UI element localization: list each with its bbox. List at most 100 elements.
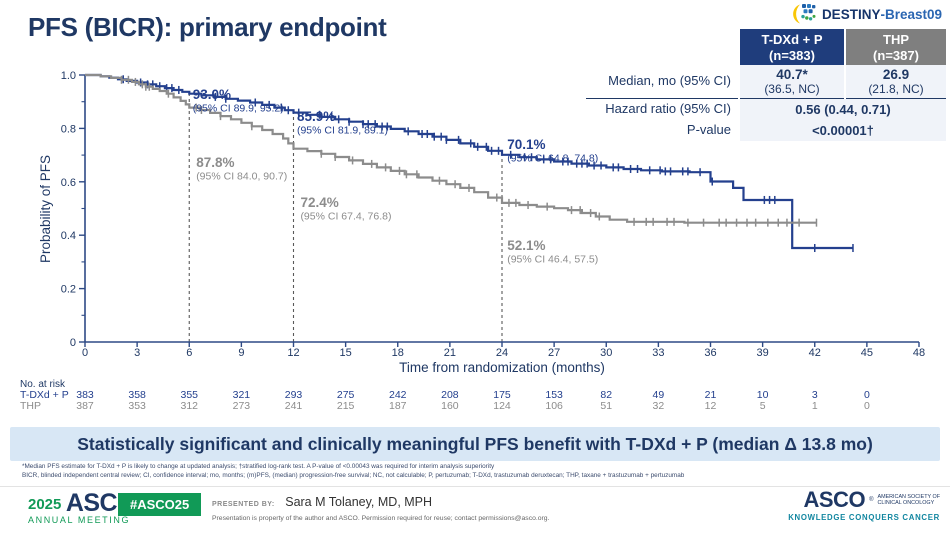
x-tick-label: 30 — [600, 347, 612, 359]
footnote-line-1: *Median PFS estimate for T-DXd + P is li… — [22, 463, 495, 470]
at-risk-value: 1 — [812, 400, 818, 412]
at-risk-value: 10 — [757, 389, 769, 401]
at-risk-value: 124 — [493, 400, 511, 412]
permission-text: Presentation is property of the author a… — [212, 515, 550, 522]
landmark-pct-label: 87.8% — [196, 155, 234, 170]
asco25-hashtag-badge: #ASCO25 — [118, 493, 202, 516]
median-row-label: Median, mo (95% CI) — [586, 65, 738, 99]
presenter-name: Sara M Tolaney, MD, MPH — [285, 495, 433, 509]
x-tick-label: 27 — [548, 347, 560, 359]
asco-tagline: KNOWLEDGE CONQUERS CANCER — [788, 513, 940, 522]
x-tick-label: 0 — [82, 347, 88, 359]
footnotes: *Median PFS estimate for T-DXd + P is li… — [22, 463, 940, 481]
median-value-thp: 26.9 (21.8, NC) — [846, 65, 946, 99]
landmark-ci-label: (95% CI 46.4, 57.5) — [507, 253, 598, 265]
x-tick-label: 21 — [444, 347, 456, 359]
presented-by-label: PRESENTED BY: — [212, 501, 275, 508]
at-risk-value: 12 — [705, 400, 717, 412]
results-table: T-DXd + P (n=383) THP (n=387) Median, mo… — [586, 29, 946, 141]
landmark-ci-label: (95% CI 89.9, 95.2) — [193, 103, 284, 115]
y-tick-label: 0 — [70, 337, 76, 349]
at-risk-value: 312 — [180, 400, 198, 412]
x-tick-label: 12 — [287, 347, 299, 359]
median-value-tdxd: 40.7* (36.5, NC) — [740, 65, 844, 99]
p-value: <0.00001† — [740, 119, 946, 141]
y-tick-label: 1.0 — [61, 70, 76, 82]
x-tick-label: 48 — [913, 347, 925, 359]
at-risk-value: 51 — [600, 400, 612, 412]
x-tick-label: 24 — [496, 347, 508, 359]
table-header-thp: THP (n=387) — [846, 29, 946, 66]
page-title: PFS (BICR): primary endpoint — [28, 12, 387, 42]
at-risk-value: 215 — [337, 400, 355, 412]
landmark-ci-label: (95% CI 67.4, 76.8) — [300, 211, 391, 223]
at-risk-value: 0 — [864, 400, 870, 412]
conclusion-banner: Statistically significant and clinically… — [10, 427, 940, 461]
at-risk-row-label: THP — [20, 400, 41, 412]
at-risk-row-label: T-DXd + P — [20, 389, 69, 401]
at-risk-value: 160 — [441, 400, 459, 412]
footnote-line-2: BICR, blinded independent central review… — [22, 471, 685, 479]
presented-by-block: PRESENTED BY: Sara M Tolaney, MD, MPH Pr… — [212, 493, 549, 522]
x-tick-label: 6 — [186, 347, 192, 359]
at-risk-value: 383 — [76, 389, 94, 401]
at-risk-value: 3 — [812, 389, 818, 401]
landmark-pct-label: 85.9% — [297, 109, 335, 124]
at-risk-value: 175 — [493, 389, 511, 401]
at-risk-value: 32 — [653, 400, 665, 412]
at-risk-value: 106 — [545, 400, 563, 412]
at-risk-value: 153 — [545, 389, 563, 401]
at-risk-value: 5 — [760, 400, 766, 412]
landmark-ci-label: (95% CI 64.8, 74.8) — [507, 152, 598, 164]
at-risk-value: 49 — [653, 389, 665, 401]
landmark-pct-label: 72.4% — [300, 195, 338, 210]
x-tick-label: 15 — [340, 347, 352, 359]
at-risk-label: No. at risk — [20, 379, 66, 390]
x-axis-title: Time from randomization (months) — [399, 360, 605, 375]
at-risk-value: 293 — [285, 389, 303, 401]
at-risk-value: 21 — [705, 389, 717, 401]
at-risk-value: 208 — [441, 389, 459, 401]
destiny-logo-icon — [793, 4, 816, 24]
y-tick-label: 0.2 — [61, 284, 76, 296]
x-tick-label: 42 — [809, 347, 821, 359]
at-risk-value: 355 — [180, 389, 198, 401]
at-risk-value: 241 — [285, 400, 303, 412]
x-tick-label: 36 — [704, 347, 716, 359]
y-axis-title: Probability of PFS — [38, 155, 53, 263]
hr-value: 0.56 (0.44, 0.71) — [740, 98, 946, 120]
table-header-tdxd: T-DXd + P (n=383) — [740, 29, 844, 66]
at-risk-value: 187 — [389, 400, 407, 412]
x-tick-label: 3 — [134, 347, 140, 359]
at-risk-value: 387 — [76, 400, 94, 412]
conclusion-text: Statistically significant and clinically… — [77, 433, 873, 454]
x-tick-label: 33 — [652, 347, 664, 359]
at-risk-value: 82 — [600, 389, 612, 401]
hr-row-label: Hazard ratio (95% CI) — [605, 100, 731, 116]
at-risk-value: 358 — [128, 389, 146, 401]
x-tick-label: 9 — [238, 347, 244, 359]
footer-divider — [0, 486, 950, 487]
x-tick-label: 39 — [757, 347, 769, 359]
x-tick-label: 18 — [392, 347, 404, 359]
landmark-pct-label: 70.1% — [507, 137, 545, 152]
y-tick-label: 0.6 — [61, 177, 76, 189]
km-curve-thp — [85, 73, 817, 224]
at-risk-value: 321 — [233, 389, 251, 401]
landmark-ci-label: (95% CI 81.9, 89.1) — [297, 124, 388, 136]
at-risk-value: 242 — [389, 389, 407, 401]
landmark-pct-label: 52.1% — [507, 238, 545, 253]
at-risk-value: 353 — [128, 400, 146, 412]
at-risk-value: 0 — [864, 389, 870, 401]
pvalue-row-label: P-value — [686, 121, 731, 137]
trial-name: DESTINY-Breast09 — [821, 6, 942, 22]
asco-society-logo: ASCO ® AMERICAN SOCIETY OF CLINICAL ONCOL… — [788, 487, 940, 523]
x-tick-label: 45 — [861, 347, 873, 359]
y-tick-label: 0.4 — [61, 230, 76, 242]
at-risk-value: 275 — [337, 389, 355, 401]
y-tick-label: 0.8 — [61, 123, 76, 135]
landmark-ci-label: (95% CI 84.0, 90.7) — [196, 171, 287, 183]
destiny-breast09-logo: DESTINY-Breast09 — [791, 3, 942, 25]
km-chart: 0 3 6 9 12 15 18 21 24 27 30 33 36 39 42 45 4800.20.40.6… — [20, 70, 925, 412]
